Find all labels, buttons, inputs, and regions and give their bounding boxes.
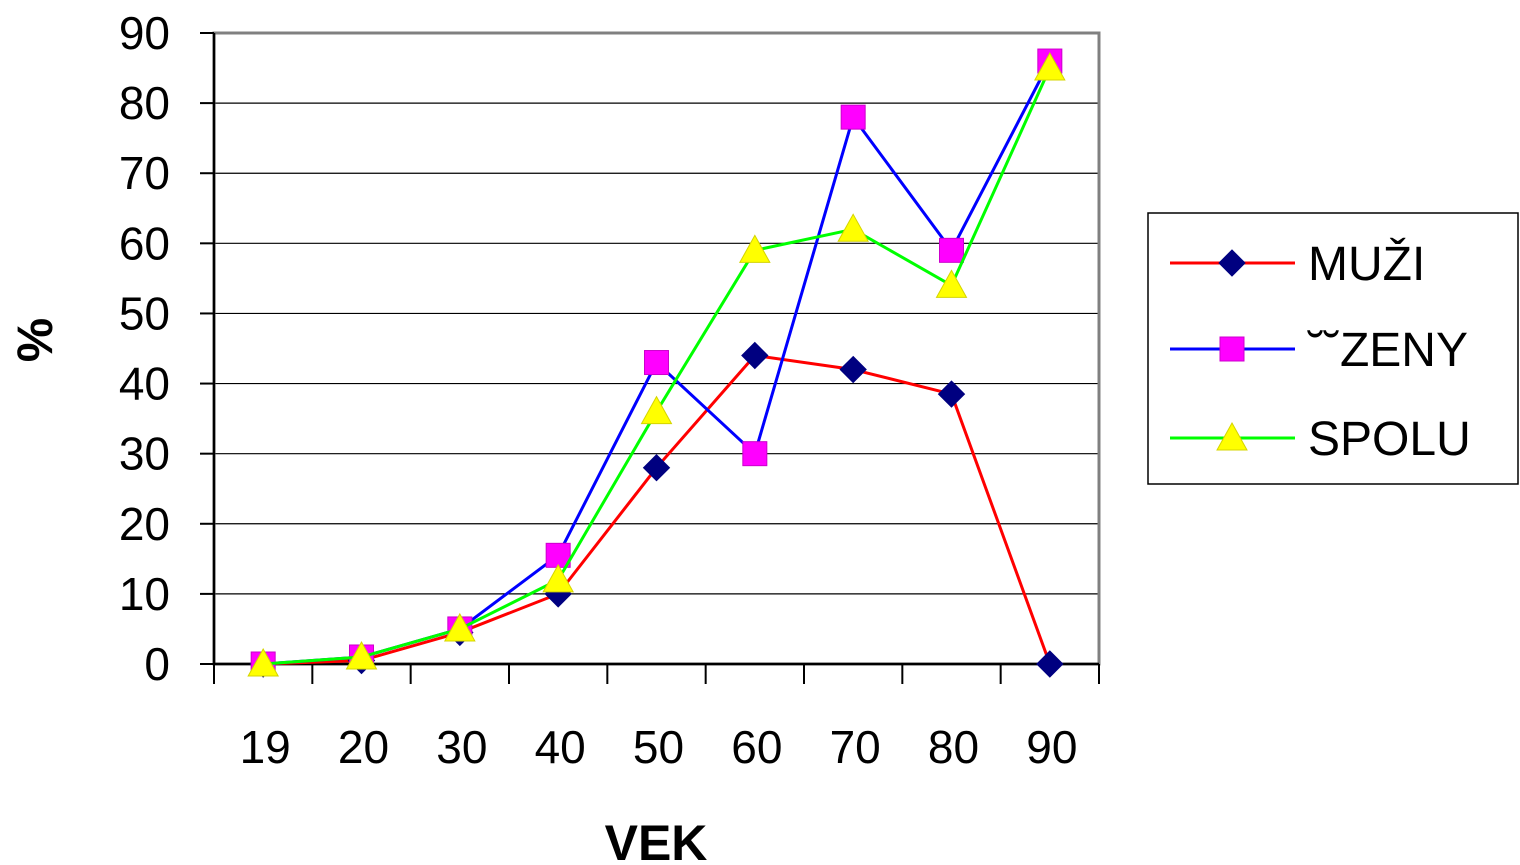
x-tick-label: 20 [338, 721, 389, 773]
data-point-triangle [837, 213, 870, 242]
legend-label: SPOLU [1308, 413, 1471, 466]
data-point-diamond [741, 341, 769, 370]
y-tick-label: 80 [119, 77, 170, 129]
y-tick-label: 50 [119, 287, 170, 339]
axes [200, 32, 1100, 684]
data-point-diamond [642, 453, 671, 482]
y-tick-label: 60 [119, 217, 170, 269]
data-point-square [939, 237, 964, 263]
data-point-triangle [935, 269, 968, 298]
x-tick-label: 60 [731, 721, 782, 773]
y-axis-title: % [7, 318, 63, 362]
data-point-triangle [247, 647, 280, 677]
x-tick-label: 19 [240, 721, 291, 773]
data-point-square [742, 441, 768, 467]
y-tick-label: 30 [119, 428, 170, 480]
y-tick-label: 10 [119, 568, 170, 620]
y-tick-label: 70 [119, 147, 170, 199]
x-tick-label: 50 [633, 721, 684, 773]
legend-label: ˘˘ZENY [1307, 324, 1468, 377]
data-point-triangle [1033, 52, 1066, 81]
legend-item: ˘˘ZENY [1170, 324, 1468, 377]
x-tick-labels: 19 20 30 40 50 60 70 80 90 [240, 721, 1078, 773]
data-point-triangle [542, 563, 575, 593]
x-tick-label: 80 [928, 721, 979, 773]
data-point-diamond [839, 355, 867, 384]
y-tick-label: 40 [119, 358, 170, 410]
y-tick-label: 90 [119, 7, 170, 59]
series-2 [250, 48, 1063, 677]
gridlines [214, 102, 1099, 595]
data-point-diamond [1036, 650, 1064, 678]
legend-item: SPOLU [1170, 413, 1471, 466]
data-point-square [644, 350, 669, 376]
x-tick-label: 40 [535, 721, 586, 773]
y-tick-label: 20 [119, 498, 170, 550]
x-tick-label: 70 [830, 721, 881, 773]
legend-marker-square [1219, 336, 1245, 362]
legend-marker-triangle [1216, 421, 1248, 451]
series-1 [249, 341, 1064, 678]
series-3 [247, 52, 1066, 677]
data-point-triangle [640, 395, 673, 425]
x-axis-title: VEK [605, 815, 708, 865]
legend-item: MUŽI [1170, 238, 1425, 291]
y-tick-label: 0 [144, 638, 170, 690]
series-group [247, 48, 1066, 678]
legend: MUŽI ˘˘ZENY SPOLU [1147, 212, 1519, 485]
data-point-triangle [345, 640, 378, 670]
legend-label: MUŽI [1308, 238, 1425, 291]
legend-marker-diamond [1218, 249, 1246, 277]
data-point-triangle [738, 234, 771, 263]
plot-area-border [212, 31, 1101, 666]
x-tick-label: 30 [436, 721, 487, 773]
data-point-triangle [443, 612, 476, 642]
data-point-diamond [937, 380, 966, 408]
x-tick-label: 90 [1026, 721, 1077, 773]
data-point-square [840, 104, 866, 130]
y-tick-labels: 0 10 20 30 40 50 60 70 80 90 [119, 7, 170, 690]
